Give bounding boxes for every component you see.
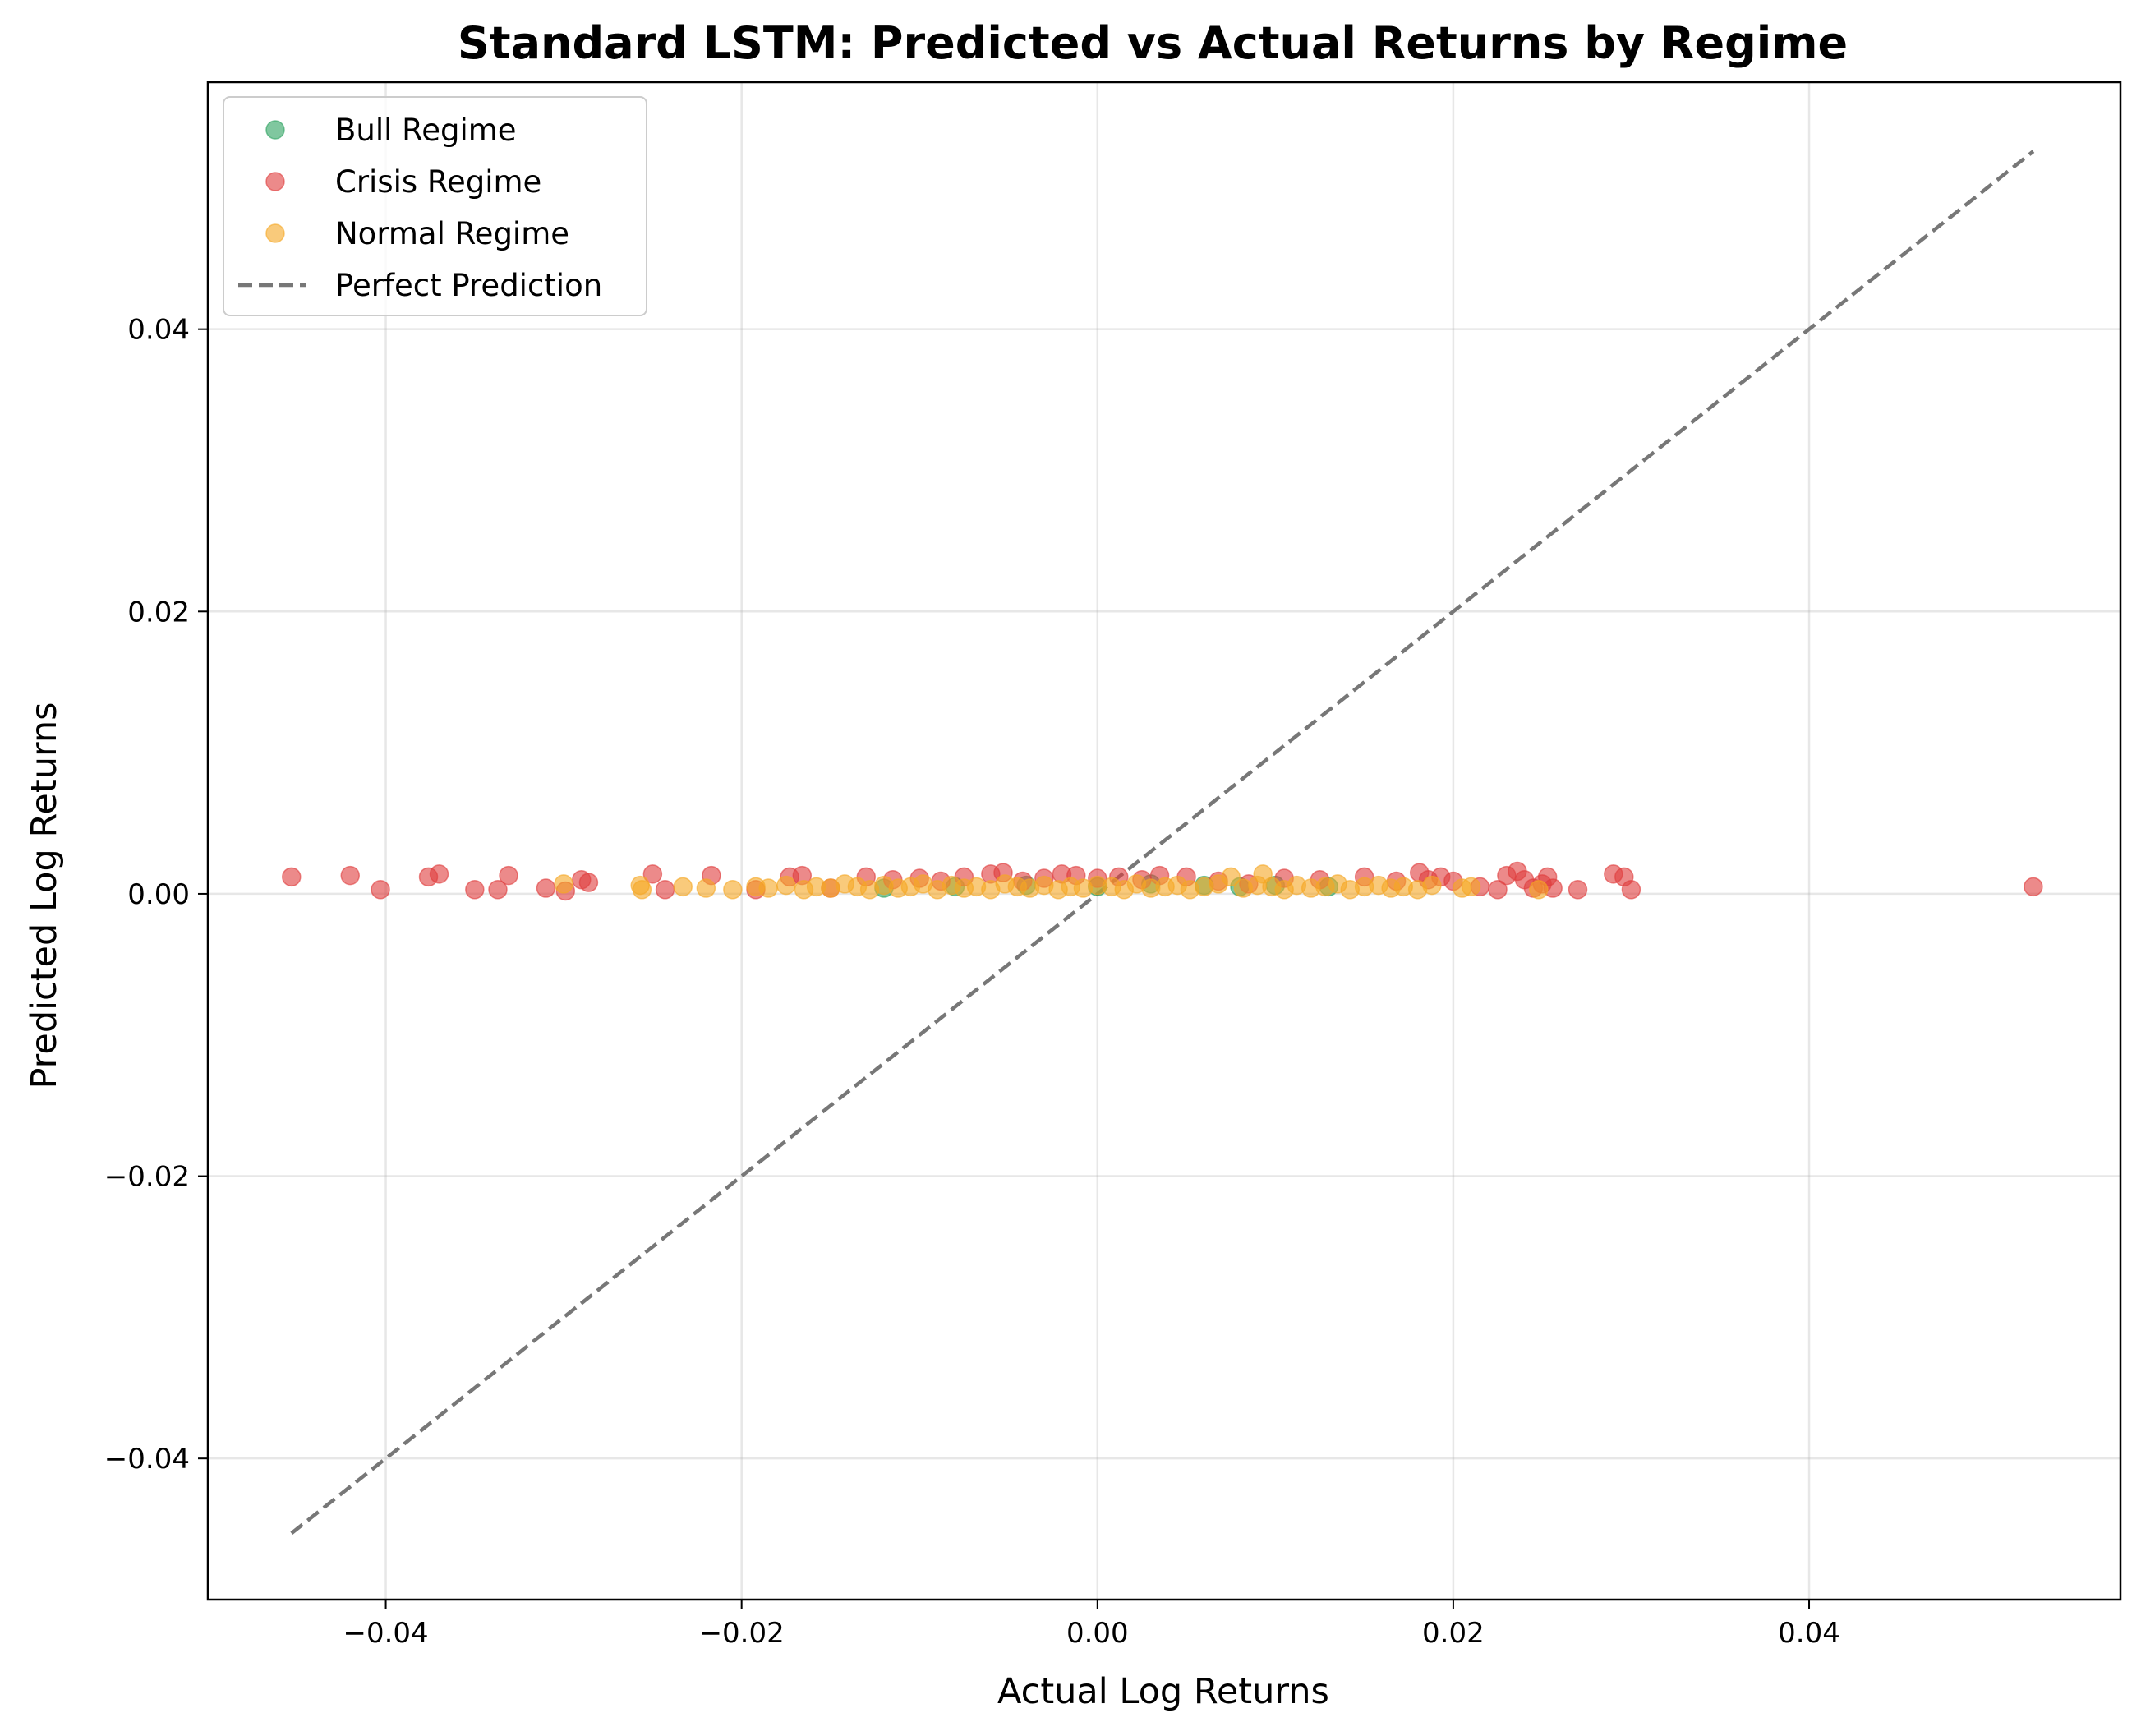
series-normal-regime <box>554 864 1549 900</box>
plot-frame <box>206 81 2122 1601</box>
perfect-prediction-line <box>290 150 2035 1536</box>
data-point <box>499 865 518 886</box>
x-tick-label: −0.02 <box>699 1617 785 1650</box>
data-point <box>1568 880 1588 900</box>
points-layer <box>282 861 2043 901</box>
legend-marker <box>265 223 285 243</box>
data-point <box>1461 877 1481 897</box>
data-point <box>488 880 508 900</box>
x-tick-label: 0.04 <box>1778 1617 1840 1650</box>
data-point <box>2024 877 2043 897</box>
ticks: −0.04 −0.02 0.00 0.02 0.04 −0.04 −0.02 0.00 0.02… <box>104 314 1840 1650</box>
y-tick-label: 0.02 <box>127 596 190 629</box>
legend-marker <box>265 172 285 191</box>
x-tick-label: 0.02 <box>1422 1617 1485 1650</box>
y-tick-label: 0.00 <box>127 878 190 911</box>
data-point <box>723 880 743 900</box>
data-point <box>776 875 796 896</box>
data-point <box>696 878 716 898</box>
legend: Bull Regime Crisis Regime Normal Regime Per… <box>223 96 647 316</box>
data-point <box>1422 875 1442 896</box>
x-axis-label: Actual Log Returns <box>997 1671 1329 1712</box>
data-point <box>1221 867 1241 887</box>
y-tick-label: 0.04 <box>127 314 190 347</box>
legend-marker <box>265 120 285 140</box>
legend-label: Crisis Regime <box>335 164 541 200</box>
legend-box <box>223 96 647 316</box>
data-point <box>554 874 573 894</box>
legend-label: Normal Regime <box>335 216 569 251</box>
legend-label: Bull Regime <box>335 113 517 148</box>
data-point <box>1488 880 1508 900</box>
data-point <box>465 880 485 900</box>
x-tick-label: 0.00 <box>1066 1617 1129 1650</box>
data-point <box>655 880 675 900</box>
data-point <box>642 864 663 884</box>
y-tick-label: −0.02 <box>104 1161 190 1194</box>
data-point <box>578 873 599 892</box>
data-point <box>429 864 449 884</box>
data-point <box>340 865 360 886</box>
data-point <box>1529 880 1549 900</box>
grid <box>208 82 2120 1600</box>
data-point <box>758 878 778 898</box>
reference-line-layer <box>290 150 2035 1536</box>
data-point <box>536 878 556 898</box>
y-axis-label: Predicted Log Returns <box>24 702 65 1089</box>
data-point <box>282 867 302 887</box>
x-tick-label: −0.04 <box>343 1617 428 1650</box>
legend-label: Perfect Prediction <box>335 268 602 303</box>
chart-title: Standard LSTM: Predicted vs Actual Retur… <box>458 17 1848 69</box>
y-tick-label: −0.04 <box>104 1443 190 1476</box>
data-point <box>1621 880 1641 900</box>
data-point <box>632 880 652 900</box>
data-point <box>371 880 390 900</box>
data-point <box>673 877 693 897</box>
